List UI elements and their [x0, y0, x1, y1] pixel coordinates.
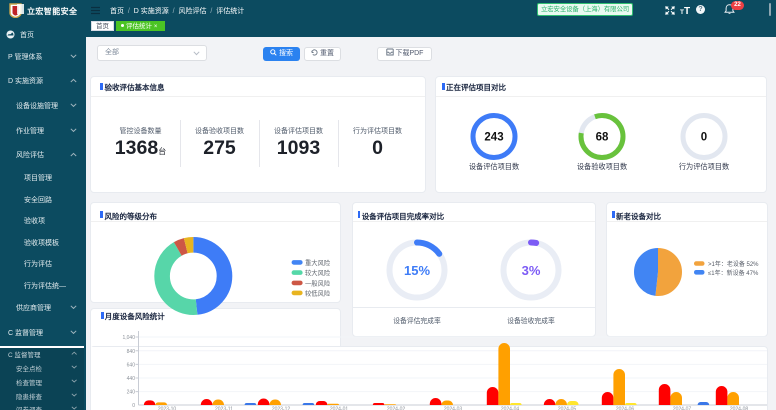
svg-text:设备评估完成率: 设备评估完成率 [393, 316, 441, 325]
svg-text:行为评估项目数: 行为评估项目数 [679, 162, 729, 171]
svg-text:重大风险: 重大风险 [305, 258, 331, 267]
svg-text:2024-02: 2024-02 [387, 407, 406, 410]
svg-text:较低风险: 较低风险 [305, 288, 331, 297]
svg-text:设备验收完成率: 设备验收完成率 [507, 316, 555, 325]
svg-text:840: 840 [127, 349, 136, 355]
svg-text:2023-10: 2023-10 [158, 407, 177, 410]
svg-text:243: 243 [484, 132, 503, 144]
svg-text:>1年：老设备 52%: >1年：老设备 52% [708, 260, 759, 268]
svg-text:0: 0 [701, 132, 707, 144]
svg-text:640: 640 [127, 362, 136, 368]
svg-text:设备验收项目数: 设备验收项目数 [577, 162, 627, 171]
svg-text:较大风险: 较大风险 [305, 268, 331, 277]
svg-text:2024-06: 2024-06 [616, 407, 635, 410]
svg-text:68: 68 [596, 132, 609, 144]
svg-text:2024-07: 2024-07 [673, 407, 692, 410]
svg-text:15%: 15% [404, 263, 430, 278]
svg-text:1,040: 1,040 [122, 335, 135, 341]
svg-text:2023-11: 2023-11 [215, 407, 233, 410]
svg-text:≤1年：新设备 47%: ≤1年：新设备 47% [708, 269, 759, 277]
svg-text:设备评估项目数: 设备评估项目数 [469, 162, 519, 171]
svg-text:240: 240 [127, 390, 136, 396]
svg-text:2024-08: 2024-08 [730, 407, 749, 410]
svg-text:440: 440 [127, 376, 136, 382]
svg-text:3%: 3% [522, 263, 541, 278]
svg-text:一般风险: 一般风险 [305, 278, 331, 287]
svg-text:2024-03: 2024-03 [444, 407, 463, 410]
svg-text:0: 0 [132, 403, 135, 409]
svg-text:2024-05: 2024-05 [558, 407, 577, 410]
svg-text:2024-01: 2024-01 [330, 407, 349, 410]
svg-text:2023-12: 2023-12 [272, 407, 291, 410]
svg-text:2024-04: 2024-04 [501, 407, 520, 410]
